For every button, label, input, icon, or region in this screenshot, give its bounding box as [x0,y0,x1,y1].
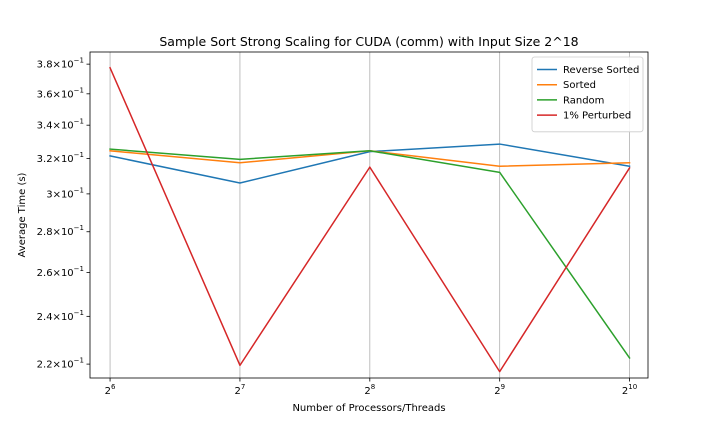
legend-box [531,56,644,133]
x-tick-label: 28 [364,383,375,397]
x-axis-label: Number of Processors/Threads [292,403,445,414]
legend-label: 1% Perturbed [563,111,631,122]
y-tick-label: 2.2×10−1 [37,357,84,371]
x-tick-label: 26 [105,383,116,397]
x-tick-label: 210 [622,383,637,397]
plot-area-frame [89,51,649,379]
series-line [109,143,631,184]
series-line [109,148,631,359]
series-lines [109,66,631,373]
grid-lines [109,52,630,378]
y-tick-label: 2.6×10−1 [37,265,84,279]
x-tick-label: 29 [494,383,505,397]
y-tick-label: 2.4×10−1 [37,309,84,323]
x-axis-ticks: 26 27 28 29 210 [105,378,637,397]
legend-label: Random [563,95,604,106]
x-tick-label: 27 [235,383,246,397]
y-tick-label: 3.8×10−1 [37,57,84,71]
legend-label: Reverse Sorted [563,65,639,76]
y-axis-label: Average Time (s) [17,172,28,257]
y-axis-ticks: 2.2×10−1 2.4×10−1 2.6×10−1 2.8×10−1 3×10−1 3.… [37,57,90,371]
y-tick-label: 3.4×10−1 [37,118,84,132]
chart-title: Sample Sort Strong Scaling for CUDA (com… [159,34,578,49]
y-tick-label: 3×10−1 [46,186,84,200]
legend-label: Sorted [563,80,596,91]
y-tick-label: 3.2×10−1 [37,151,84,165]
legend: Reverse Sorted Sorted Random 1% Perturbed [531,56,644,133]
series-line [109,66,631,373]
y-tick-label: 3.6×10−1 [37,86,84,100]
y-tick-label: 2.8×10−1 [37,224,84,238]
